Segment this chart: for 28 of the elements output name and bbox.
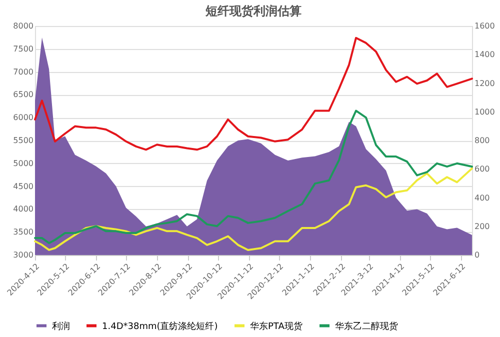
y-tick-label: 8000	[13, 22, 34, 30]
line-series	[34, 110, 473, 244]
y-tick-label: 7000	[13, 67, 34, 76]
y-tick-label: 3500	[13, 228, 34, 237]
y2-tick-label: 800	[474, 136, 490, 145]
y2-tick-label: 600	[474, 164, 490, 174]
chart-title: 短纤现货利润估算	[204, 4, 302, 18]
line-series	[34, 167, 473, 251]
y-tick-label: 6500	[13, 90, 34, 100]
y-tick-label: 7500	[13, 44, 34, 54]
y2-tick-label: 400	[474, 193, 490, 202]
legend-label: 利润	[52, 320, 70, 332]
y2-tick-label: 1400	[474, 50, 495, 60]
y-tick-label: 4500	[13, 182, 34, 191]
y-tick-label: 5000	[13, 158, 34, 168]
line-series	[34, 36, 473, 151]
y2-tick-label: 1000	[474, 107, 495, 116]
y2-tick-label: 1200	[474, 78, 495, 88]
y-tick-label: 5500	[13, 136, 34, 145]
legend-label: 华东PTA现货	[250, 320, 302, 332]
y2-tick-label: 0	[474, 250, 480, 260]
legend-label: 华东乙二醇现货	[335, 320, 398, 332]
y2-tick-label: 1600	[474, 22, 495, 30]
y-tick-label: 6000	[13, 113, 34, 122]
legend-label: 1.4D*38mm(直纺涤纶短纤)	[102, 320, 218, 332]
y-tick-label: 3000	[13, 250, 34, 260]
y-tick-label: 4000	[13, 204, 34, 214]
y2-tick-label: 200	[474, 222, 490, 231]
